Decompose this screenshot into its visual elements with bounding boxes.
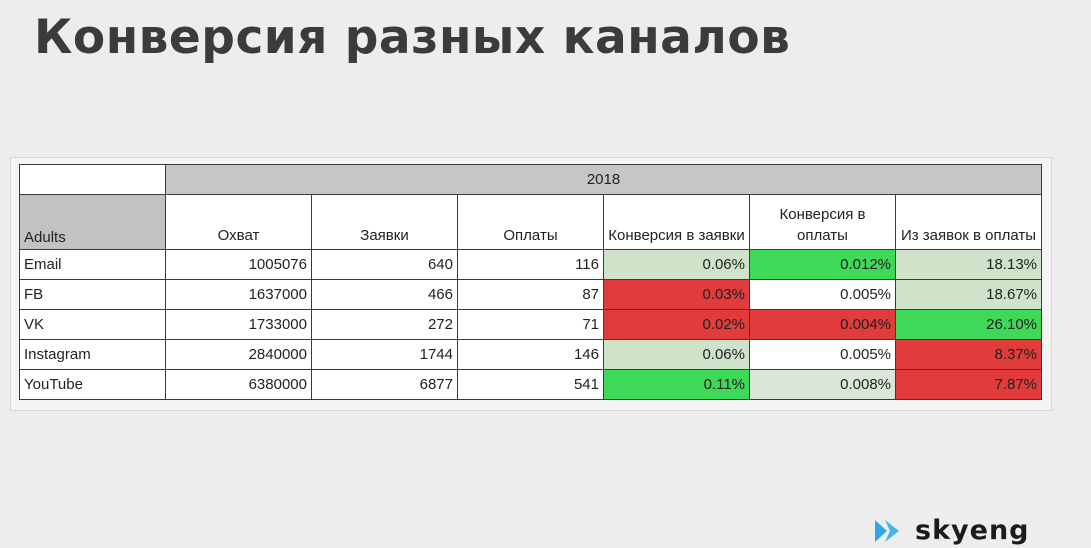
reach-cell: 1005076 <box>165 249 312 280</box>
leads-cell: 640 <box>311 249 458 280</box>
payments-cell: 116 <box>457 249 604 280</box>
payments-cell: 71 <box>457 309 604 340</box>
table-row: VK 1733000 272 71 0.02% 0.004% 26.10% <box>19 309 1042 340</box>
corner-cell <box>19 164 166 195</box>
skyeng-logo: skyeng <box>873 514 1030 548</box>
leads-cell: 6877 <box>311 369 458 400</box>
channel-cell: FB <box>19 279 166 310</box>
conversion-leads-cell: 0.06% <box>603 339 750 370</box>
table-body: Email 1005076 640 116 0.06% 0.012% 18.13… <box>19 249 1042 400</box>
conversion-payments-cell: 0.012% <box>749 249 896 280</box>
slide-title: Конверсия разных каналов <box>34 10 791 65</box>
leads-cell: 466 <box>311 279 458 310</box>
conversion-leads-cell: 0.02% <box>603 309 750 340</box>
year-header-row: 2018 <box>19 164 1042 195</box>
leads-cell: 1744 <box>311 339 458 370</box>
row-label-header: Adults <box>19 194 166 250</box>
reach-cell: 1637000 <box>165 279 312 310</box>
leads-to-payments-cell: 26.10% <box>895 309 1042 340</box>
channel-cell: Instagram <box>19 339 166 370</box>
column-header-conversion-leads: Конверсия в заявки <box>603 194 750 250</box>
conversion-table: 2018 Adults Охват Заявки Оплаты Конверси… <box>19 164 1042 400</box>
table-row: Email 1005076 640 116 0.06% 0.012% 18.13… <box>19 249 1042 280</box>
column-header-reach: Охват <box>165 194 312 250</box>
reach-cell: 6380000 <box>165 369 312 400</box>
reach-cell: 1733000 <box>165 309 312 340</box>
conversion-payments-cell: 0.004% <box>749 309 896 340</box>
column-header-row: Adults Охват Заявки Оплаты Конверсия в з… <box>19 194 1042 250</box>
leads-to-payments-cell: 18.13% <box>895 249 1042 280</box>
payments-cell: 541 <box>457 369 604 400</box>
year-header: 2018 <box>165 164 1042 195</box>
column-header-conversion-payments: Конверсия в оплаты <box>749 194 896 250</box>
table-row: YouTube 6380000 6877 541 0.11% 0.008% 7.… <box>19 369 1042 400</box>
leads-to-payments-cell: 7.87% <box>895 369 1042 400</box>
reach-cell: 2840000 <box>165 339 312 370</box>
channel-cell: YouTube <box>19 369 166 400</box>
conversion-payments-cell: 0.005% <box>749 279 896 310</box>
leads-to-payments-cell: 18.67% <box>895 279 1042 310</box>
conversion-payments-cell: 0.008% <box>749 369 896 400</box>
column-header-leads: Заявки <box>311 194 458 250</box>
payments-cell: 146 <box>457 339 604 370</box>
column-header-leads-to-payments: Из заявок в оплаты <box>895 194 1042 250</box>
channel-cell: VK <box>19 309 166 340</box>
channel-cell: Email <box>19 249 166 280</box>
conversion-leads-cell: 0.03% <box>603 279 750 310</box>
leads-cell: 272 <box>311 309 458 340</box>
table-row: FB 1637000 466 87 0.03% 0.005% 18.67% <box>19 279 1042 310</box>
skyeng-logo-text: skyeng <box>915 515 1030 546</box>
payments-cell: 87 <box>457 279 604 310</box>
skyeng-chevron-logo-icon <box>875 520 899 542</box>
conversion-leads-cell: 0.06% <box>603 249 750 280</box>
leads-to-payments-cell: 8.37% <box>895 339 1042 370</box>
conversion-payments-cell: 0.005% <box>749 339 896 370</box>
spreadsheet-panel: 2018 Adults Охват Заявки Оплаты Конверси… <box>10 157 1052 411</box>
column-header-payments: Оплаты <box>457 194 604 250</box>
conversion-leads-cell: 0.11% <box>603 369 750 400</box>
table-row: Instagram 2840000 1744 146 0.06% 0.005% … <box>19 339 1042 370</box>
